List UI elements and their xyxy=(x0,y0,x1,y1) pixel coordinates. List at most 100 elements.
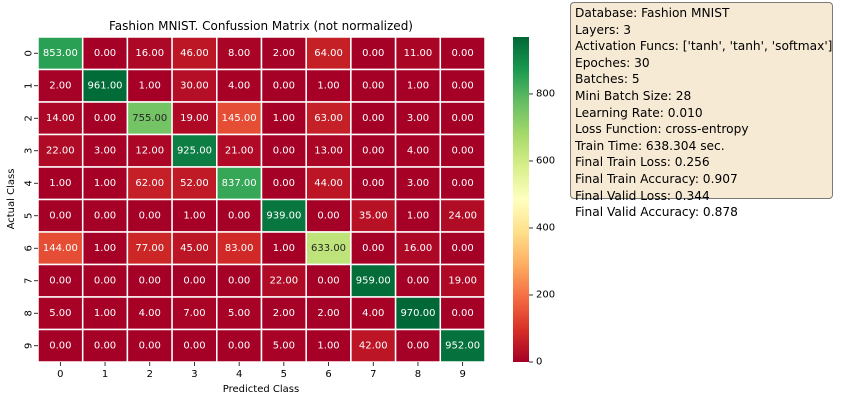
cell-value-label: 1.00 xyxy=(94,308,116,319)
heatmap-cell xyxy=(171,231,218,266)
info-line: Epoches: 30 xyxy=(575,55,650,70)
heatmap-cell xyxy=(171,68,218,103)
cell-value-label: 0.00 xyxy=(362,80,384,91)
heatmap-cell xyxy=(81,133,129,168)
cell-value-label: 12.00 xyxy=(135,145,164,156)
cell-value-label: 3.00 xyxy=(407,113,429,124)
cell-value-label: 42.00 xyxy=(359,340,388,351)
cell-value-label: 64.00 xyxy=(314,48,343,59)
cell-value-label: 0.00 xyxy=(228,275,250,286)
cell-value-label: 0.00 xyxy=(49,340,71,351)
cell-value-label: 1.00 xyxy=(407,210,429,221)
heatmap-cell xyxy=(439,296,486,331)
cell-value-label: 0.00 xyxy=(452,80,474,91)
heatmap-cell xyxy=(439,36,486,71)
cell-value-label: 0.00 xyxy=(362,113,384,124)
info-line: Database: Fashion MNIST xyxy=(575,6,730,20)
cell-value-label: 22.00 xyxy=(46,145,75,156)
cell-value-label: 952.00 xyxy=(445,340,480,351)
x-axis-label: Predicted Class xyxy=(223,384,299,395)
cell-value-label: 19.00 xyxy=(448,275,477,286)
heatmap-cell xyxy=(81,198,129,233)
cell-value-label: 0.00 xyxy=(362,178,384,189)
heatmap-cell xyxy=(439,101,486,136)
heatmap-cell xyxy=(216,296,263,331)
colorbar-tick-label: 600 xyxy=(536,155,555,166)
heatmap-cell xyxy=(439,166,486,201)
cell-value-label: 0.00 xyxy=(273,80,295,91)
heatmap-cell xyxy=(216,198,263,233)
y-tick-label: 1 xyxy=(24,83,35,89)
heatmap-cell xyxy=(439,198,486,233)
cell-value-label: 959.00 xyxy=(356,275,391,286)
cell-value-label: 0.00 xyxy=(317,275,339,286)
colorbar-tick-label: 0 xyxy=(536,357,542,368)
x-axis-ticks: 0 1 2 3 4 5 6 7 8 9 xyxy=(57,362,466,380)
cell-value-label: 3.00 xyxy=(94,145,116,156)
heatmap-cell xyxy=(350,68,397,103)
cell-value-label: 0.00 xyxy=(139,275,161,286)
info-line: Batches: 5 xyxy=(575,72,640,87)
colorbar-tick-label: 400 xyxy=(536,222,555,233)
heatmap-cell xyxy=(126,231,173,266)
heatmap-cell xyxy=(126,36,173,71)
cell-value-label: 0.00 xyxy=(452,178,474,189)
cell-value-label: 52.00 xyxy=(180,178,209,189)
heatmap-cell xyxy=(216,166,263,201)
cell-value-label: 0.00 xyxy=(452,145,474,156)
x-tick-label: 3 xyxy=(191,369,197,380)
heatmap-cell xyxy=(439,328,486,363)
heatmap-cell xyxy=(394,101,442,136)
cell-value-label: 0.00 xyxy=(362,243,384,254)
cell-value-label: 755.00 xyxy=(132,113,167,124)
heatmap-cells: 853.00 0.00 16.00 46.00 8.00 2.00 64.00 0.00 11.… xyxy=(37,36,486,363)
cell-value-label: 0.00 xyxy=(139,340,161,351)
heatmap-cell xyxy=(394,36,442,71)
cell-value-label: 1.00 xyxy=(273,113,295,124)
heatmap-cell xyxy=(260,166,307,201)
cell-value-label: 44.00 xyxy=(314,178,343,189)
heatmap-cell xyxy=(394,296,442,331)
y-tick-label: 9 xyxy=(24,343,35,349)
cell-value-label: 0.00 xyxy=(228,210,250,221)
cell-value-label: 4.00 xyxy=(139,308,161,319)
chart-title: Fashion MNIST. Confussion Matrix (not no… xyxy=(109,19,413,33)
training-info-box: Database: Fashion MNIST Layers: 3 Activati… xyxy=(570,2,833,219)
cell-value-label: 0.00 xyxy=(94,113,116,124)
cell-value-label: 970.00 xyxy=(400,308,435,319)
info-line: Train Time: 638.304 sec. xyxy=(575,138,725,153)
x-tick-label: 2 xyxy=(147,369,153,380)
cell-value-label: 2.00 xyxy=(273,308,295,319)
x-tick-label: 0 xyxy=(57,369,63,380)
cell-value-label: 24.00 xyxy=(448,210,477,221)
cell-value-label: 46.00 xyxy=(180,48,209,59)
cell-value-label: 0.00 xyxy=(452,243,474,254)
cell-value-label: 1.00 xyxy=(407,80,429,91)
y-tick-label: 6 xyxy=(24,245,35,251)
cell-value-label: 35.00 xyxy=(359,210,388,221)
x-tick-label: 7 xyxy=(370,369,376,380)
colorbar: 0 200 400 600 800 xyxy=(513,37,555,368)
heatmap-cell xyxy=(260,296,307,331)
cell-value-label: 63.00 xyxy=(314,113,343,124)
y-tick-label: 5 xyxy=(24,213,35,219)
x-tick-label: 6 xyxy=(325,369,331,380)
cell-value-label: 8.00 xyxy=(228,48,250,59)
y-tick-label: 2 xyxy=(24,115,35,121)
cell-value-label: 4.00 xyxy=(362,308,384,319)
x-tick-label: 9 xyxy=(459,369,465,380)
cell-value-label: 3.00 xyxy=(407,178,429,189)
y-tick-label: 3 xyxy=(24,148,35,154)
heatmap-cell xyxy=(439,231,486,266)
x-tick-label: 4 xyxy=(236,369,242,380)
y-tick-label: 8 xyxy=(24,310,35,316)
heatmap-cell xyxy=(350,198,397,233)
cell-value-label: 0.00 xyxy=(407,275,429,286)
x-tick-label: 8 xyxy=(415,369,421,380)
cell-value-label: 5.00 xyxy=(49,308,71,319)
cell-value-label: 83.00 xyxy=(225,243,254,254)
heatmap-cell xyxy=(37,68,84,103)
cell-value-label: 0.00 xyxy=(183,275,205,286)
heatmap-cell xyxy=(350,296,397,331)
cell-value-label: 633.00 xyxy=(311,243,346,254)
